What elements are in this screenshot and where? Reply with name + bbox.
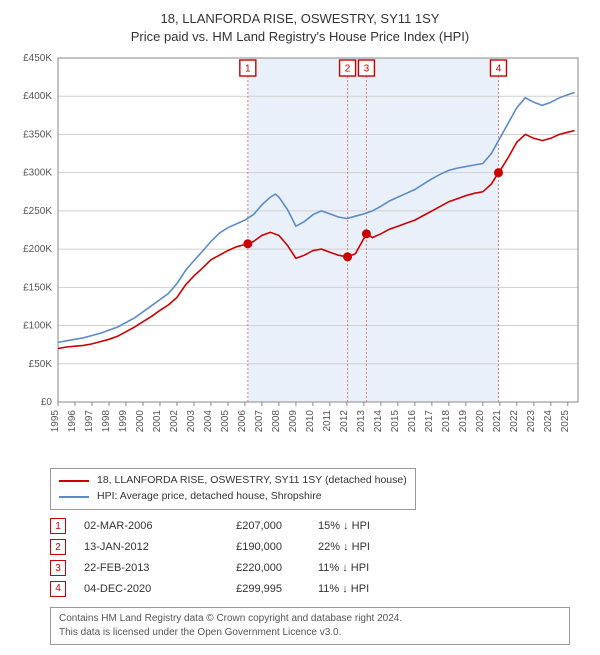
sale-date: 13-JAN-2012 <box>84 537 184 558</box>
sale-row: 2 13-JAN-2012 £190,000 22% ↓ HPI <box>50 537 584 558</box>
svg-text:1: 1 <box>245 64 251 75</box>
title-line-2: Price paid vs. HM Land Registry's House … <box>14 28 586 46</box>
footer-line-2: This data is licensed under the Open Gov… <box>59 626 561 640</box>
sale-date: 22-FEB-2013 <box>84 558 184 579</box>
svg-text:2004: 2004 <box>203 410 214 433</box>
svg-text:2010: 2010 <box>305 410 316 433</box>
svg-text:2006: 2006 <box>237 410 248 433</box>
svg-text:2025: 2025 <box>560 410 571 433</box>
svg-text:2024: 2024 <box>543 410 554 433</box>
sale-date: 02-MAR-2006 <box>84 516 184 537</box>
svg-text:£450K: £450K <box>23 53 52 64</box>
svg-text:1996: 1996 <box>67 410 78 433</box>
sale-marker-3: 3 <box>50 560 66 576</box>
footer-line-1: Contains HM Land Registry data © Crown c… <box>59 612 561 626</box>
price-chart: £0 £50K £100K £150K £200K £250K £300K £350K £400… <box>14 52 586 462</box>
svg-text:£200K: £200K <box>23 244 52 255</box>
title-line-1: 18, LLANFORDA RISE, OSWESTRY, SY11 1SY <box>14 10 586 28</box>
svg-text:2020: 2020 <box>475 410 486 433</box>
svg-text:1999: 1999 <box>118 410 129 433</box>
svg-text:2013: 2013 <box>356 410 367 433</box>
svg-text:2019: 2019 <box>458 410 469 433</box>
svg-text:2: 2 <box>345 64 351 75</box>
legend-swatch-hpi <box>59 496 89 498</box>
sale-marker-2: 2 <box>50 539 66 555</box>
svg-text:£150K: £150K <box>23 283 52 294</box>
footer-attribution: Contains HM Land Registry data © Crown c… <box>50 607 570 645</box>
legend-item-property: 18, LLANFORDA RISE, OSWESTRY, SY11 1SY (… <box>59 473 407 489</box>
sale-row: 3 22-FEB-2013 £220,000 11% ↓ HPI <box>50 558 584 579</box>
svg-text:1995: 1995 <box>50 410 61 433</box>
svg-text:£300K: £300K <box>23 168 52 179</box>
svg-text:2007: 2007 <box>254 410 265 433</box>
svg-text:2018: 2018 <box>441 410 452 433</box>
svg-text:£100K: £100K <box>23 321 52 332</box>
svg-text:2002: 2002 <box>169 410 180 433</box>
svg-text:3: 3 <box>364 64 370 75</box>
legend-label-property: 18, LLANFORDA RISE, OSWESTRY, SY11 1SY (… <box>97 473 407 489</box>
svg-text:2003: 2003 <box>186 410 197 433</box>
legend-item-hpi: HPI: Average price, detached house, Shro… <box>59 489 407 505</box>
sale-price: £190,000 <box>202 537 282 558</box>
sale-price: £299,995 <box>202 579 282 600</box>
svg-text:4: 4 <box>496 64 502 75</box>
svg-text:2009: 2009 <box>288 410 299 433</box>
svg-text:£0: £0 <box>41 397 53 408</box>
chart-title-block: 18, LLANFORDA RISE, OSWESTRY, SY11 1SY P… <box>14 10 586 46</box>
svg-text:2023: 2023 <box>526 410 537 433</box>
sale-pct: 11% ↓ HPI <box>300 579 390 600</box>
svg-text:2014: 2014 <box>373 410 384 433</box>
svg-text:£350K: £350K <box>23 130 52 141</box>
legend-swatch-property <box>59 480 89 482</box>
sale-pct: 15% ↓ HPI <box>300 516 390 537</box>
svg-text:2008: 2008 <box>271 410 282 433</box>
sales-table: 1 02-MAR-2006 £207,000 15% ↓ HPI 2 13-JA… <box>50 516 584 600</box>
sale-marker-1: 1 <box>50 518 66 534</box>
legend-label-hpi: HPI: Average price, detached house, Shro… <box>97 489 322 505</box>
svg-text:2017: 2017 <box>424 410 435 433</box>
svg-text:£50K: £50K <box>29 359 53 370</box>
svg-text:2000: 2000 <box>135 410 146 433</box>
svg-text:2022: 2022 <box>509 410 520 433</box>
svg-text:1997: 1997 <box>84 410 95 433</box>
sale-price: £207,000 <box>202 516 282 537</box>
svg-text:1998: 1998 <box>101 410 112 433</box>
svg-text:2005: 2005 <box>220 410 231 433</box>
svg-text:£400K: £400K <box>23 92 52 103</box>
svg-text:2012: 2012 <box>339 410 350 433</box>
svg-text:2015: 2015 <box>390 410 401 433</box>
svg-text:2011: 2011 <box>322 410 333 432</box>
sale-row: 4 04-DEC-2020 £299,995 11% ↓ HPI <box>50 579 584 600</box>
sale-row: 1 02-MAR-2006 £207,000 15% ↓ HPI <box>50 516 584 537</box>
svg-text:£250K: £250K <box>23 206 52 217</box>
svg-text:2016: 2016 <box>407 410 418 433</box>
sale-pct: 11% ↓ HPI <box>300 558 390 579</box>
sale-marker-4: 4 <box>50 581 66 597</box>
sale-date: 04-DEC-2020 <box>84 579 184 600</box>
svg-text:2021: 2021 <box>492 410 503 433</box>
svg-text:2001: 2001 <box>152 410 163 433</box>
sale-price: £220,000 <box>202 558 282 579</box>
legend: 18, LLANFORDA RISE, OSWESTRY, SY11 1SY (… <box>50 468 416 510</box>
sale-pct: 22% ↓ HPI <box>300 537 390 558</box>
